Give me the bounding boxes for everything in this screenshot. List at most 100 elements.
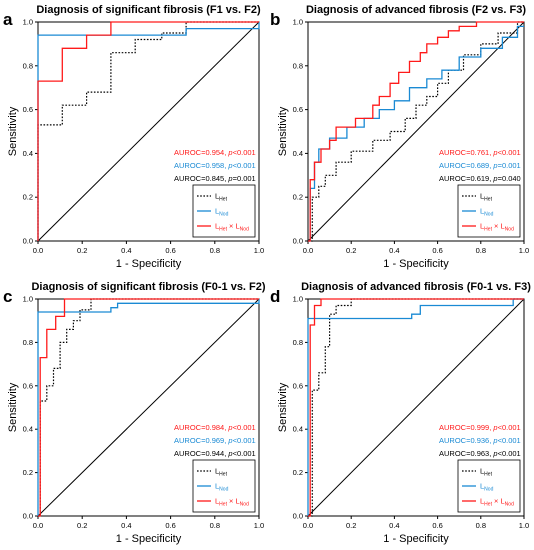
reference-diagonal (307, 298, 525, 517)
legend-label-combo: LHet × LNod (480, 497, 514, 508)
legend-label-nod: LNod (480, 482, 494, 493)
y-tick-label: 0.0 (293, 512, 303, 521)
y-tick-label: 0.2 (293, 193, 303, 202)
y-tick-label: 0.0 (23, 512, 33, 521)
panel-c: Diagnosis of significant fibrosis (F0-1 … (3, 281, 266, 545)
x-axis-label: 1 - Specificity (116, 533, 182, 545)
roc-curve-het (308, 298, 524, 517)
roc-curve-nod (307, 298, 524, 516)
x-tick-label: 0.0 (33, 246, 43, 255)
roc-curve-het (38, 298, 259, 517)
y-tick-label: 0.6 (23, 105, 33, 114)
y-tick-label: 0.0 (23, 237, 33, 246)
y-tick-label: 1.0 (293, 18, 303, 27)
x-tick-label: 0.0 (303, 246, 313, 255)
roc-curve-combo (37, 21, 259, 241)
legend-label-nod: LNod (215, 482, 229, 493)
y-axis-label: Sensitivity (277, 106, 289, 156)
legend-label-het: LHet (215, 192, 228, 203)
auroc-annotation: AUROC=0.969, p<0.001 (174, 436, 256, 445)
auroc-annotation: AUROC=0.944, p<0.001 (174, 449, 256, 458)
x-axis-label: 1 - Specificity (383, 533, 449, 545)
roc-curve-het (308, 21, 524, 242)
x-tick-label: 0.2 (77, 246, 87, 255)
x-tick-label: 1.0 (519, 521, 529, 530)
auroc-annotation: AUROC=0.845, p=0.001 (174, 174, 256, 183)
auroc-annotation: AUROC=0.619, p=0.040 (439, 174, 521, 183)
legend-label-combo: LHet × LNod (215, 497, 249, 508)
y-tick-label: 1.0 (23, 18, 33, 27)
legend-label-het: LHet (480, 467, 493, 478)
x-tick-label: 0.6 (432, 521, 442, 530)
panel-letter: b (270, 10, 280, 29)
auroc-annotation: AUROC=0.936, p<0.001 (439, 436, 521, 445)
panel-title: Diagnosis of advanced fibrosis (F2 vs. F… (306, 4, 526, 16)
y-axis-label: Sensitivity (277, 382, 289, 432)
y-tick-label: 0.8 (23, 61, 33, 70)
roc-curve-combo (308, 21, 524, 242)
panel-a: Diagnosis of significant fibrosis (F1 vs… (3, 4, 264, 270)
reference-diagonal (307, 21, 525, 242)
legend: LHet LNod LHet × LNod (192, 184, 256, 238)
y-axis-label: Sensitivity (7, 382, 19, 432)
x-tick-label: 0.4 (121, 521, 131, 530)
panel-letter: a (3, 10, 13, 29)
x-tick-label: 1.0 (254, 521, 264, 530)
x-tick-label: 0.4 (389, 246, 399, 255)
auroc-annotation: AUROC=0.999, p<0.001 (439, 423, 521, 432)
auroc-annotation: AUROC=0.689, p=0.001 (439, 161, 521, 170)
roc-curve-nod (37, 299, 260, 516)
reference-diagonal (37, 21, 260, 242)
roc-curve-nod (37, 22, 260, 241)
auroc-annotation: AUROC=0.963, p<0.001 (439, 449, 521, 458)
x-tick-label: 0.6 (432, 246, 442, 255)
y-tick-label: 0.6 (23, 381, 33, 390)
legend-label-combo: LHet × LNod (215, 222, 249, 233)
y-tick-label: 0.4 (293, 149, 303, 158)
auroc-annotation: AUROC=0.954, p<0.001 (174, 148, 256, 157)
y-tick-label: 0.2 (23, 193, 33, 202)
y-tick-label: 0.6 (293, 105, 303, 114)
x-tick-label: 0.0 (303, 521, 313, 530)
x-axis-label: 1 - Specificity (383, 258, 449, 270)
y-tick-label: 0.4 (293, 425, 303, 434)
roc-curve-combo (308, 298, 524, 517)
panel-letter: d (270, 287, 280, 306)
legend: LHet LNod LHet × LNod (457, 459, 521, 513)
x-tick-label: 0.2 (77, 521, 87, 530)
auroc-annotation: AUROC=0.958, p<0.001 (174, 161, 256, 170)
reference-diagonal (37, 298, 260, 517)
y-tick-label: 0.0 (293, 237, 303, 246)
y-tick-label: 1.0 (23, 295, 33, 304)
plot-frame (307, 21, 525, 242)
y-axis-label: Sensitivity (7, 106, 19, 156)
y-tick-label: 0.8 (23, 338, 33, 347)
x-tick-label: 0.8 (476, 246, 486, 255)
x-tick-label: 0.8 (210, 246, 220, 255)
y-tick-label: 0.2 (23, 468, 33, 477)
y-tick-label: 0.2 (293, 468, 303, 477)
y-tick-label: 0.8 (293, 61, 303, 70)
panel-title: Diagnosis of significant fibrosis (F0-1 … (31, 281, 265, 293)
y-tick-label: 0.6 (293, 381, 303, 390)
legend-label-het: LHet (215, 467, 228, 478)
y-tick-label: 1.0 (293, 295, 303, 304)
roc-curve-nod (308, 25, 524, 242)
x-tick-label: 0.6 (165, 521, 175, 530)
x-tick-label: 0.4 (121, 246, 131, 255)
x-tick-label: 0.4 (389, 521, 399, 530)
x-tick-label: 0.6 (165, 246, 175, 255)
legend-label-het: LHet (480, 192, 493, 203)
x-tick-label: 0.8 (210, 521, 220, 530)
y-tick-label: 0.4 (23, 425, 33, 434)
roc-curve-combo (38, 298, 259, 517)
x-tick-label: 0.8 (476, 521, 486, 530)
x-tick-label: 0.0 (33, 521, 43, 530)
y-tick-label: 0.4 (23, 149, 33, 158)
panel-b: Diagnosis of advanced fibrosis (F2 vs. F… (270, 4, 529, 270)
panel-d: Diagnosis of advanced fibrosis (F0-1 vs.… (270, 281, 531, 545)
x-tick-label: 0.2 (346, 521, 356, 530)
auroc-annotation: AUROC=0.761, p<0.001 (439, 148, 521, 157)
panel-title: Diagnosis of advanced fibrosis (F0-1 vs.… (301, 281, 531, 293)
